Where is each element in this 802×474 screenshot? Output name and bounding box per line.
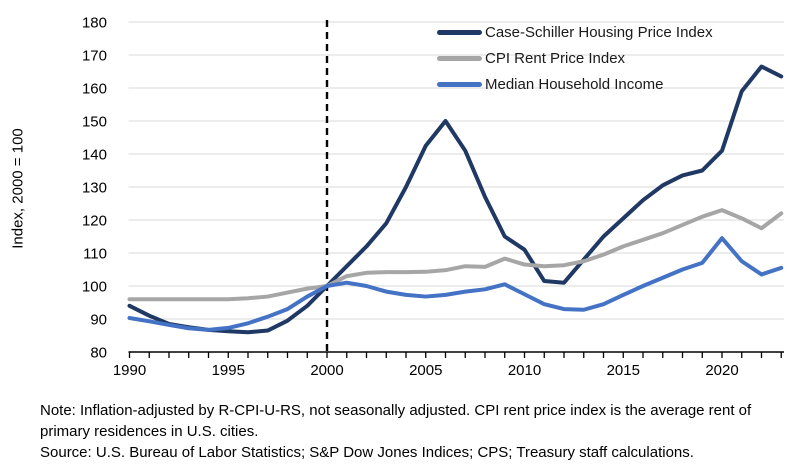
legend-item-median-income: Median Household Income xyxy=(437,71,713,97)
y-tick-label: 90 xyxy=(90,312,107,329)
y-tick-label: 180 xyxy=(82,15,107,32)
legend-label: Median Household Income xyxy=(485,75,664,93)
case-schiller-line xyxy=(127,64,784,335)
x-tick-label: 2000 xyxy=(310,362,343,379)
y-tick-label: 160 xyxy=(82,81,107,98)
x-tick-label: 2020 xyxy=(705,362,738,379)
legend-item-case-schiller: Case-Schiller Housing Price Index xyxy=(437,19,713,45)
median-income-line-swatch xyxy=(437,81,482,87)
cpi-rent-line-swatch xyxy=(437,55,482,61)
legend-item-cpi-rent: CPI Rent Price Index xyxy=(437,45,713,71)
y-tick-label: 80 xyxy=(90,345,107,362)
line-chart: 80 90 100 110 120 130 140 150 160 170 180 1990 1995 2… xyxy=(82,15,784,379)
x-tick-label: 2010 xyxy=(508,362,541,379)
x-tick-label: 2015 xyxy=(607,362,640,379)
y-tick-label: 130 xyxy=(82,180,107,197)
legend: Case-Schiller Housing Price Index CPI Re… xyxy=(437,19,713,97)
legend-label: Case-Schiller Housing Price Index xyxy=(485,23,713,41)
median-income-line xyxy=(127,236,784,332)
source-text: Source: U.S. Bureau of Labor Statistics;… xyxy=(40,444,694,461)
y-axis-title: Index, 2000 = 100 xyxy=(9,128,27,249)
legend-label: CPI Rent Price Index xyxy=(485,49,626,67)
footnotes: Note: Inflation-adjusted by R-CPI-U-RS, … xyxy=(40,400,788,463)
y-tick-label: 170 xyxy=(82,48,107,65)
y-tick-label: 110 xyxy=(83,246,107,263)
x-tick-label: 1995 xyxy=(212,362,245,379)
y-tick-label: 140 xyxy=(82,147,107,164)
y-tick-label: 120 xyxy=(82,213,107,230)
y-tick-label: 150 xyxy=(82,114,107,131)
note-text: Note: Inflation-adjusted by R-CPI-U-RS, … xyxy=(40,402,752,440)
cpi-rent-line xyxy=(127,208,784,302)
x-tick-label: 2005 xyxy=(409,362,442,379)
y-tick-label: 100 xyxy=(82,279,107,296)
x-tick-label: 1990 xyxy=(113,362,146,379)
case-schiller-line-swatch xyxy=(437,29,482,35)
